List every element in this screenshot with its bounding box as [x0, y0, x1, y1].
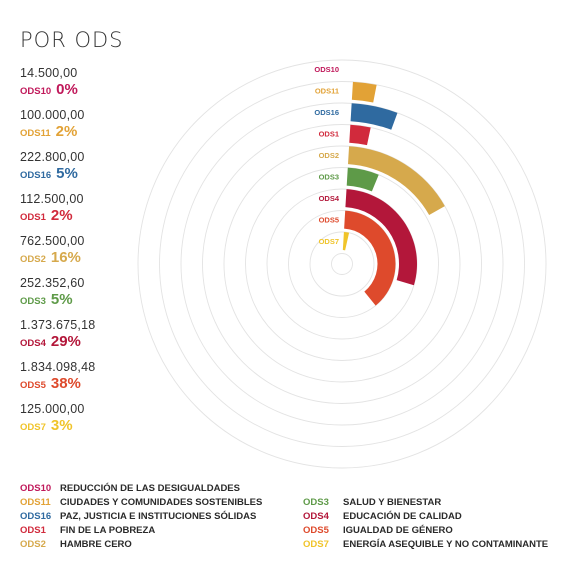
stat-amount: 125.000,00 [20, 402, 85, 416]
stat-item: 14.500,00 ODS10 0% [20, 66, 160, 108]
stat-percent: 5% [56, 165, 78, 182]
stat-amount: 1.373.675,18 [20, 318, 96, 332]
stat-amount: 112.500,00 [20, 192, 84, 206]
stat-percent: 29% [50, 333, 81, 350]
legend-item: ODS7 ENERGÍA ASEQUIBLE Y NO CONTAMINANTE [303, 539, 548, 550]
stat-percent: 38% [50, 375, 81, 392]
legend-code: ODS5 [303, 525, 329, 536]
legend-label: FIN DE LA POBREZA [60, 525, 156, 536]
stat-item: 125.000,00 ODS7 3% [20, 402, 160, 444]
bar-arc [344, 210, 396, 306]
stat-amount: 252.352,60 [20, 276, 85, 290]
legend-item: ODS5 IGUALDAD DE GÉNERO [303, 525, 453, 536]
grid-circle [180, 102, 504, 426]
stat-amount: 14.500,00 [20, 66, 78, 80]
stat-code: ODS2 [20, 254, 46, 265]
bar-arc [351, 81, 377, 103]
legend-label: ENERGÍA ASEQUIBLE Y NO CONTAMINANTE [343, 539, 549, 550]
bar-arc [349, 124, 371, 146]
grid-circle [202, 124, 482, 404]
bar-arc [345, 189, 418, 286]
stat-percent: 5% [50, 291, 73, 308]
page-title: POR ODS [20, 28, 124, 52]
category-label: ODS1 [319, 130, 339, 139]
stat-amount: 1.834.098,48 [20, 360, 96, 374]
legend-item: ODS2 HAMBRE CERO [20, 539, 132, 550]
stat-percent: 0% [56, 81, 78, 98]
legend-item: ODS1 FIN DE LA POBREZA [20, 525, 155, 536]
stat-amount: 222.800,00 [20, 150, 85, 164]
bar-arc [350, 103, 398, 130]
stat-code: ODS16 [20, 170, 52, 181]
legend-item: ODS4 EDUCACIÓN DE CALIDAD [303, 511, 462, 522]
legend-item: ODS10 REDUCCIÓN DE LAS DESIGUALDADES [20, 483, 240, 494]
legend-label: REDUCCIÓN DE LAS DESIGUALDADES [60, 483, 240, 494]
grid-circle [331, 253, 353, 275]
legend-label: EDUCACIÓN DE CALIDAD [343, 511, 462, 522]
stat-item: 222.800,00 ODS16 5% [20, 150, 160, 192]
stat-code: ODS3 [20, 296, 46, 307]
category-label: ODS3 [319, 173, 339, 182]
stat-item: 1.373.675,18 ODS4 29% [20, 318, 160, 360]
stat-percent: 16% [50, 249, 81, 266]
stat-percent: 3% [50, 417, 73, 434]
stat-item: 112.500,00 ODS1 2% [20, 192, 160, 234]
bar-arc [347, 146, 445, 215]
bar-arc [342, 232, 350, 251]
grid-circle [309, 231, 375, 297]
stat-item: 100.000,00 ODS11 2% [20, 108, 160, 150]
legend-code: ODS4 [303, 511, 329, 522]
stat-item: 1.834.098,48 ODS5 38% [20, 360, 160, 402]
category-label: ODS4 [319, 194, 340, 203]
stat-percent: 2% [50, 207, 73, 224]
stat-code: ODS4 [20, 338, 46, 349]
legend-label: IGUALDAD DE GÉNERO [343, 525, 453, 536]
legend-label: HAMBRE CERO [60, 539, 132, 550]
legend-code: ODS11 [20, 497, 51, 508]
stat-code: ODS7 [20, 422, 46, 433]
stat-percent: 2% [55, 123, 78, 140]
stat-code: ODS1 [20, 212, 46, 223]
grid-circle [137, 59, 547, 469]
legend-label: CIUDADES Y COMUNIDADES SOSTENIBLES [60, 497, 263, 508]
legend-label: SALUD Y BIENESTAR [343, 497, 442, 508]
grid-circle [223, 145, 461, 383]
grid-circle [159, 81, 525, 447]
legend-code: ODS7 [303, 539, 329, 550]
stat-amount: 100.000,00 [20, 108, 85, 122]
legend-code: ODS1 [20, 525, 46, 536]
category-label: ODS16 [314, 108, 339, 117]
category-label: ODS7 [319, 237, 339, 246]
category-label: ODS11 [315, 87, 339, 96]
category-label: ODS5 [319, 216, 339, 225]
legend-code: ODS10 [20, 483, 52, 494]
stat-item: 762.500,00 ODS2 16% [20, 234, 160, 276]
legend-label: PAZ, JUSTICIA E INSTITUCIONES SÓLIDAS [60, 511, 257, 522]
stat-code: ODS5 [20, 380, 46, 391]
category-label: ODS10 [314, 65, 339, 74]
legend-item: ODS16 PAZ, JUSTICIA E INSTITUCIONES SÓLID… [20, 511, 256, 522]
stat-amount: 762.500,00 [20, 234, 85, 248]
stat-code: ODS11 [20, 128, 51, 139]
grid-circle [245, 167, 439, 361]
legend-code: ODS16 [20, 511, 52, 522]
stat-code: ODS10 [20, 86, 52, 97]
legend-code: ODS2 [20, 539, 46, 550]
legend-code: ODS3 [303, 497, 329, 508]
stat-item: 252.352,60 ODS3 5% [20, 276, 160, 318]
legend-item: ODS3 SALUD Y BIENESTAR [303, 497, 441, 508]
stats-list: 14.500,00 ODS10 0% 100.000,00 ODS11 2% 222… [20, 66, 160, 444]
legend-item: ODS11 CIUDADES Y COMUNIDADES SOSTENIBLES [20, 497, 262, 508]
bar-arc [346, 167, 379, 192]
category-label: ODS2 [319, 151, 339, 160]
